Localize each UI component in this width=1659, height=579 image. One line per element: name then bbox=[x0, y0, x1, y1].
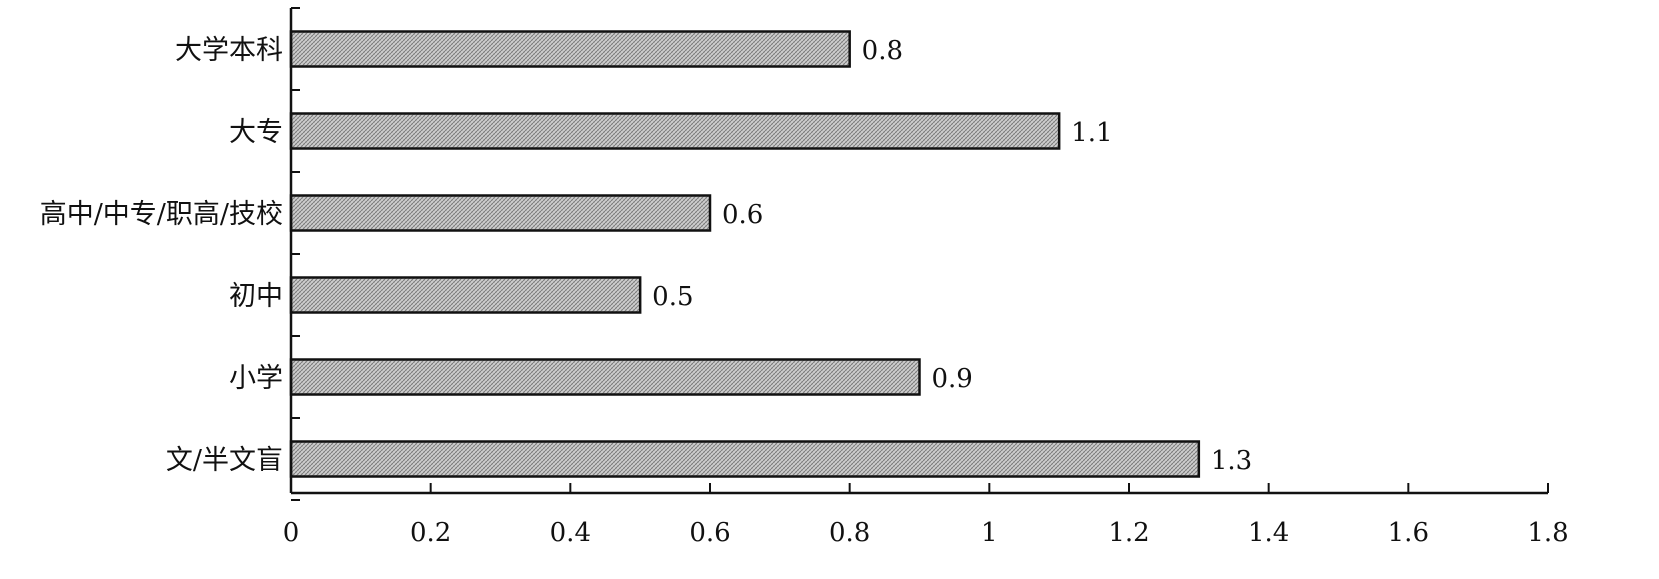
x-tick-label-6: 1.2 bbox=[1108, 518, 1149, 548]
value-label-4: 0.9 bbox=[932, 364, 973, 394]
category-label-0: 大学本科 bbox=[175, 35, 283, 66]
x-tick-label-4: 0.8 bbox=[829, 518, 870, 548]
value-label-2: 0.6 bbox=[722, 200, 763, 230]
x-tick-label-3: 0.6 bbox=[689, 518, 730, 548]
x-tick-label-5: 1 bbox=[981, 518, 998, 548]
bar-5 bbox=[289, 440, 1201, 478]
bar-0 bbox=[289, 30, 851, 68]
value-label-1: 1.1 bbox=[1071, 118, 1112, 148]
category-label-4: 小学 bbox=[229, 363, 283, 394]
bar-3 bbox=[289, 276, 642, 314]
x-tick-label-7: 1.4 bbox=[1248, 518, 1289, 548]
axis-layer bbox=[289, 7, 1549, 501]
x-tick-label-9: 1.8 bbox=[1527, 518, 1568, 548]
x-tick-label-1: 0.2 bbox=[410, 518, 451, 548]
labels-layer: 大学本科 0.8 大专 1.1 高中/中专/职高/技校 0.6 初中 0.5 小学 0.9 文/半文… bbox=[40, 35, 1569, 548]
x-tick-label-0: 0 bbox=[283, 518, 300, 548]
category-label-1: 大专 bbox=[229, 117, 283, 148]
bar-4 bbox=[289, 358, 921, 396]
category-label-2: 高中/中专/职高/技校 bbox=[40, 199, 283, 230]
x-tick-label-8: 1.6 bbox=[1388, 518, 1429, 548]
x-tick-label-2: 0.4 bbox=[550, 518, 591, 548]
bar-2 bbox=[289, 194, 712, 232]
value-label-0: 0.8 bbox=[862, 36, 903, 66]
value-label-3: 0.5 bbox=[652, 282, 693, 312]
category-label-5: 文/半文盲 bbox=[166, 445, 283, 476]
value-label-5: 1.3 bbox=[1211, 446, 1252, 476]
bar-1 bbox=[289, 112, 1061, 150]
bars-layer bbox=[289, 30, 1201, 478]
category-label-3: 初中 bbox=[229, 281, 283, 312]
